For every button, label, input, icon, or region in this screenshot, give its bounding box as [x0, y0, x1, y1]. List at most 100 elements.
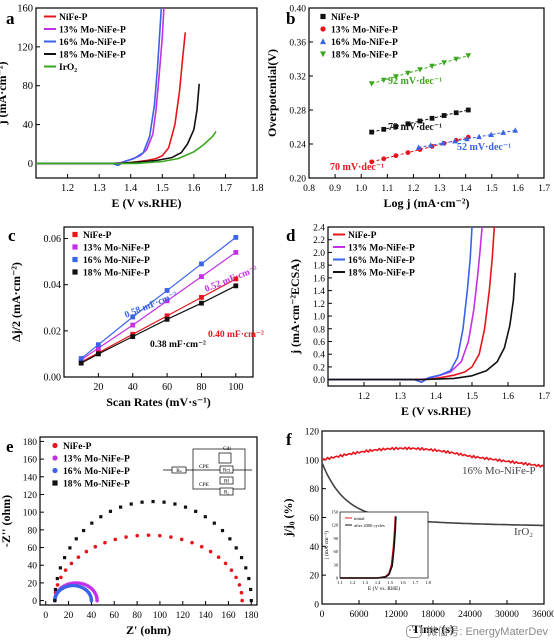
y-tick-label: 20 [310, 572, 320, 582]
inset-x-tick: 1.6 [400, 580, 406, 585]
data-point [244, 566, 248, 570]
fit-line [80, 236, 237, 360]
equivalent-circuit: Rₛ Cdl Rct Rf R₂ CPE CPE [163, 446, 252, 496]
x-tick-label: 1.6 [187, 183, 200, 194]
panel-letter: c [8, 226, 16, 245]
data-point [113, 537, 118, 542]
data-point [228, 537, 232, 541]
x-tick-label: 100 [153, 611, 168, 621]
legend-label: 13% Mo-NiFe-P [331, 26, 398, 36]
y-tick-label: 0.0 [313, 376, 325, 386]
data-point [212, 521, 216, 525]
data-point [59, 575, 63, 580]
x-axis-label: Scan Rates (mV·s⁻¹) [106, 395, 211, 409]
data-point [63, 568, 68, 572]
fit-line [371, 109, 469, 133]
x-tick-label: 120 [176, 611, 191, 621]
data-point [164, 316, 170, 322]
data-point [199, 300, 204, 306]
inset-x-label: E (V vs. RHE) [368, 585, 400, 592]
data-point [58, 566, 62, 570]
series-label: 16% Mo-NiFe-P [462, 465, 536, 477]
data-point [130, 334, 136, 340]
y-tick-label: 1.0 [313, 313, 325, 323]
series-2: 52 mV·dec⁻¹ [415, 127, 519, 153]
x-tick-label: 1.5 [486, 184, 498, 194]
inset-y-tick: 120 [331, 523, 339, 528]
x-axis-label: E (V vs.RHE) [401, 404, 471, 418]
data-point [249, 598, 253, 603]
inset-y-tick: 150 [331, 510, 339, 515]
plot-frame-c [63, 226, 254, 378]
watermark-text: 微信号: EnergyMaterDev [426, 626, 548, 638]
circuit-label: R₂ [224, 491, 229, 496]
series-1: 70 mV·dec⁻¹ [330, 134, 471, 173]
y-tick-label: 120 [23, 491, 38, 501]
data-point [249, 587, 253, 592]
series-line-0 [321, 446, 545, 468]
y-tick-label: 120 [305, 428, 320, 438]
fit-line [80, 285, 237, 364]
series-line-1 [321, 462, 544, 527]
legend-label: 16% Mo-NiFe-P [83, 256, 150, 266]
x-tick-label: 140 [198, 611, 213, 621]
resistor-r2 [219, 487, 234, 496]
legend-marker [52, 480, 58, 486]
panel-letter: e [6, 437, 14, 456]
x-tick-label: 1.3 [93, 183, 106, 194]
data-point [380, 77, 387, 84]
cdl-label: 0.40 mF·cm⁻² [208, 330, 264, 340]
panel-letter: f [286, 430, 292, 449]
data-point [130, 322, 136, 328]
y-tick-label: 1.4 [313, 287, 325, 297]
data-point [237, 583, 242, 587]
inset-x-tick: 1.4 [375, 580, 381, 585]
y-tick-label: 0.36 [289, 39, 306, 49]
legend-label: 16% Mo-NiFe-P [59, 38, 126, 48]
x-tick-label: 20 [64, 611, 74, 621]
inset-y-tick: 30 [334, 562, 339, 567]
data-point [129, 502, 133, 506]
y-tick-label: 80 [310, 485, 320, 495]
inset-y-tick: 0 [336, 576, 339, 581]
data-point [130, 314, 136, 320]
y-tick-label: 20 [28, 579, 38, 589]
x-tick-label: 1.4 [124, 183, 138, 194]
panel-letter: a [6, 9, 15, 28]
x-tick-label: 1.7 [538, 184, 550, 194]
circuit-label: Rct [223, 469, 231, 474]
legend-marker [320, 51, 326, 58]
y-tick-label: 80 [23, 81, 34, 92]
y-tick-label: 0.8 [313, 325, 325, 335]
resistor-rs [171, 466, 187, 474]
data-point [453, 110, 459, 116]
legend-marker [320, 38, 326, 45]
plot-frame-b [308, 7, 545, 179]
legend-label: 18% Mo-NiFe-P [59, 51, 126, 61]
capacitor-cdl [218, 452, 232, 464]
y-tick-label: 0 [28, 159, 33, 170]
series-0: 0.40 mF·cm⁻² [78, 276, 264, 365]
data-point [199, 544, 204, 549]
y-tick-label: 0.04 [44, 280, 62, 291]
series-line-2 [36, 8, 163, 167]
fit-line [371, 136, 469, 163]
panel-d: 1.2 1.3 1.4 1.5 1.6 1.7 0.0 0.2 0.4 0.6 0.8 1.0 1.2 1… [286, 224, 550, 419]
x-tick-label: 1.1 [381, 184, 393, 194]
data-point [95, 598, 99, 603]
inset-chart: 1.1 1.2 1.3 1.4 1.5 1.6 1.7 1.8 0 30 60 90 120 150 E (… [323, 510, 432, 593]
data-point [441, 60, 447, 66]
circuit-label: Rf [224, 480, 229, 485]
data-point [82, 528, 86, 533]
x-tick-label: 1.7 [538, 392, 550, 402]
series-line-4 [36, 130, 217, 165]
data-point [151, 499, 155, 504]
y-tick-label: 0.4 [313, 351, 325, 361]
data-point [157, 533, 162, 538]
x-axis-label: Time (s) [412, 622, 454, 636]
legend-marker [52, 455, 58, 461]
data-point [89, 598, 94, 603]
legend-label: 18% Mo-NiFe-P [348, 269, 415, 279]
data-point [405, 70, 411, 77]
x-tick-label: 100 [228, 382, 243, 393]
